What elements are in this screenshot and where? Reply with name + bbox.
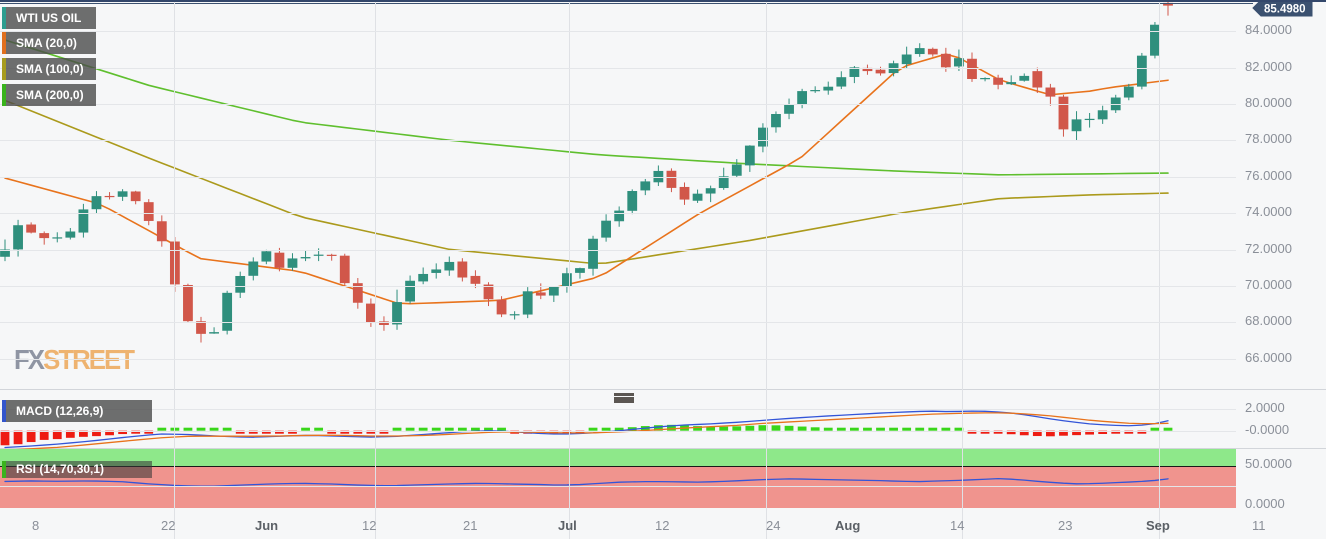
svg-text:85.4980: 85.4980 (1264, 4, 1306, 16)
